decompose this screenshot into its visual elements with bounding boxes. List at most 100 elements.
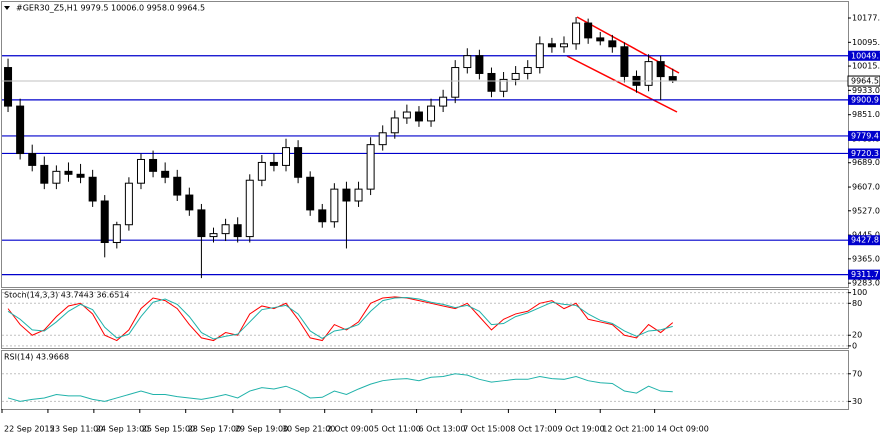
y-tick-label: 70 — [852, 369, 862, 378]
candle-body — [620, 46, 629, 77]
y-tick-label: 10177.0 — [852, 14, 880, 23]
indicator-line — [7, 296, 674, 342]
y-tick-label: 9607.0 — [852, 183, 880, 192]
y-tick-label: 20 — [852, 331, 862, 340]
candle-body — [523, 67, 532, 74]
candle-body — [572, 22, 581, 45]
candle-body — [233, 224, 242, 238]
rsi-panel — [1, 350, 849, 410]
x-tick-label: 23 Sep 11:00 — [50, 425, 103, 434]
candle-body — [378, 132, 387, 146]
menu-arrow[interactable] — [4, 6, 10, 10]
x-tick-label: 25 Sep 15:00 — [142, 425, 195, 434]
candle-body — [390, 117, 399, 134]
candle-body — [209, 233, 218, 238]
x-tick-label: 29 Sep 19:00 — [235, 425, 288, 434]
y-tick-label: 10015.0 — [852, 62, 880, 71]
y-tick-label: 9689.0 — [852, 158, 880, 167]
x-tick-label: 5 Oct 11:00 — [374, 425, 421, 434]
x-tick-label: 8 Oct 17:00 — [510, 425, 557, 434]
channel-lower[interactable] — [566, 55, 678, 113]
candle-body — [451, 67, 460, 98]
candle-body — [668, 76, 677, 82]
y-tick-label: 100 — [852, 288, 867, 297]
candle-body — [76, 173, 85, 178]
level-label: 9779.4 — [851, 131, 879, 140]
x-tick-label: 22 Sep 2015 — [4, 425, 55, 434]
candle-body — [463, 55, 472, 69]
level-tag — [848, 148, 880, 159]
x-tick-label: 24 Sep 13:00 — [96, 425, 149, 434]
x-tick-label: 2 Oct 09:00 — [327, 425, 374, 434]
level-label: 10049.7 — [851, 51, 880, 60]
candle-body — [173, 176, 182, 196]
candle-body — [52, 170, 61, 184]
y-tick-label: 9933.0 — [852, 86, 880, 95]
candle-body — [88, 176, 97, 202]
indicator-line — [7, 373, 673, 402]
level-label: 9900.9 — [851, 95, 879, 104]
candle-body — [608, 40, 617, 48]
candle-body — [124, 182, 133, 226]
candle-body — [487, 72, 496, 92]
candle-body — [4, 67, 13, 107]
candle-body — [149, 158, 158, 172]
candle-body — [64, 170, 73, 175]
candle-body — [185, 194, 194, 211]
level-tag — [848, 130, 880, 141]
level-label: 9720.3 — [851, 149, 879, 158]
candle-body — [402, 111, 411, 119]
candle-body — [439, 96, 448, 107]
main-panel — [1, 1, 849, 288]
y-tick-label: 9365.0 — [852, 254, 880, 263]
level-tag — [848, 94, 880, 105]
candle-body — [161, 170, 170, 178]
indicator-line — [7, 296, 673, 340]
price-label: 9964.5 — [851, 77, 879, 86]
x-tick-label: 12 Oct 21:00 — [602, 425, 654, 434]
y-tick-label: 9851.0 — [852, 110, 880, 119]
candle-body — [535, 43, 544, 69]
y-tick-label: 9527.0 — [852, 206, 880, 215]
candle-body — [221, 224, 230, 235]
candle-body — [656, 61, 665, 78]
candle-body — [342, 188, 351, 202]
stoch-title: Stoch(14,3,3) 43.7443 36.6514 — [4, 291, 130, 300]
candle-body — [28, 153, 37, 166]
x-tick-label: 14 Oct 09:00 — [657, 425, 709, 434]
candle-body — [294, 147, 303, 178]
candle-body — [644, 61, 653, 86]
x-tick-label: 6 Oct 13:00 — [419, 425, 466, 434]
candle-body — [354, 188, 363, 202]
y-tick-label: 9283.0 — [852, 279, 880, 288]
candle-body — [136, 158, 145, 184]
x-tick-label: 9 Oct 19:00 — [558, 425, 605, 434]
y-tick-label: 10095.0 — [852, 38, 880, 47]
candle-body — [427, 105, 436, 122]
candle-body — [499, 78, 508, 92]
rsi-title: RSI(14) 43.9668 — [4, 353, 69, 362]
candle-body — [40, 164, 49, 184]
x-tick-label: 7 Oct 15:00 — [463, 425, 510, 434]
x-tick-label: 28 Sep 17:00 — [188, 425, 241, 434]
y-tick-label: 80 — [852, 299, 862, 308]
candle-body — [112, 224, 121, 244]
candle-body — [584, 22, 593, 39]
candle-body — [511, 72, 520, 80]
level-tag — [848, 235, 880, 246]
candle-body — [282, 147, 291, 166]
y-tick-label: 0 — [852, 341, 857, 350]
candle-body — [269, 161, 278, 166]
level-label: 9427.8 — [851, 236, 879, 245]
candle-body — [257, 161, 266, 181]
level-label: 9311.7 — [851, 270, 879, 279]
level-tag — [848, 269, 880, 280]
candle-body — [306, 176, 315, 211]
y-tick-label: 9445.0 — [852, 231, 880, 240]
candle-body — [197, 209, 206, 238]
price-tag — [847, 75, 880, 87]
candle-body — [475, 55, 484, 74]
candle-body — [318, 209, 327, 223]
candle-body — [596, 37, 605, 42]
